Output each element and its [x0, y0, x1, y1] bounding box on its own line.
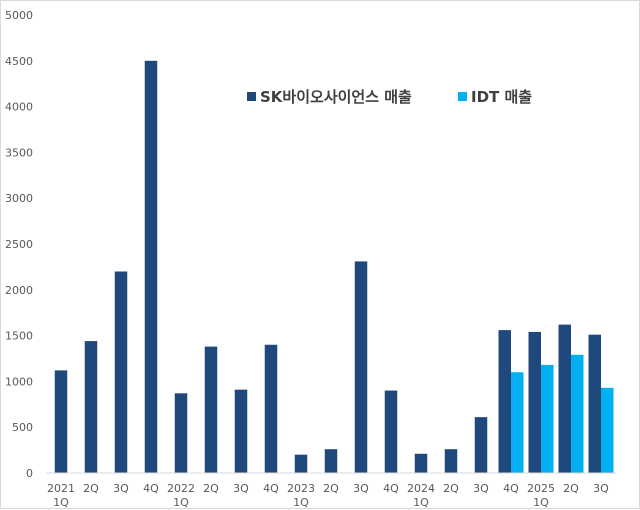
x-tick-label: 2Q [323, 482, 339, 495]
y-tick-label: 4500 [5, 55, 33, 68]
x-tick-label: 3Q [233, 482, 249, 495]
bar-sk [294, 454, 308, 473]
bar-sk [84, 341, 98, 473]
bar-sk [114, 271, 128, 473]
bar-sk [528, 331, 541, 473]
bar-sk [558, 324, 571, 473]
bar-sk [204, 346, 218, 473]
x-tick-label: 2Q [443, 482, 459, 495]
y-tick-label: 500 [12, 421, 33, 434]
x-tick-label: 2025 1Q [527, 482, 555, 509]
bar-sk [384, 390, 398, 473]
bar-sk [414, 453, 428, 473]
bar-idt [541, 364, 554, 473]
x-tick-label: 2Q [563, 482, 579, 495]
y-tick-label: 5000 [5, 9, 33, 22]
bar-sk [588, 334, 601, 473]
legend-label-idt: IDT 매출 [471, 88, 532, 106]
x-tick-label: 3Q [473, 482, 489, 495]
y-axis-ticks: 0 500 1000 1500 2000 2500 3000 3500 4000 4500 5000 [5, 9, 33, 480]
bar-sk [498, 330, 511, 473]
bar-sk [474, 417, 488, 473]
bar-idt [601, 387, 614, 473]
bar-idt [571, 354, 584, 473]
x-tick-label: 2024 1Q [407, 482, 435, 509]
bar-sk [144, 60, 158, 474]
x-axis-ticks: 2021 1Q 2Q 3Q 4Q 2022 1Q 2Q 3Q 4Q 2023 1Q 2Q 3Q 4Q 2024… [47, 482, 609, 509]
x-tick-label: 2021 1Q [47, 482, 75, 509]
y-tick-label: 3000 [5, 192, 33, 205]
x-tick-label: 4Q [143, 482, 159, 495]
y-tick-label: 1500 [5, 330, 33, 343]
y-tick-label: 2500 [5, 238, 33, 251]
x-tick-label: 2022 1Q [167, 482, 195, 509]
bar-sk [354, 261, 368, 473]
x-tick-label: 3Q [593, 482, 609, 495]
x-tick-label: 2Q [83, 482, 99, 495]
y-tick-label: 3500 [5, 146, 33, 159]
bars [54, 60, 614, 474]
legend-swatch-sk [247, 92, 256, 101]
bar-sk [54, 370, 68, 473]
bar-idt [511, 372, 524, 473]
bar-sk [174, 393, 188, 473]
legend-label-sk: SK바이오사이언스 매출 [260, 88, 412, 106]
x-tick-label: 2023 1Q [287, 482, 315, 509]
bar-sk [324, 449, 338, 473]
y-tick-label: 1000 [5, 375, 33, 388]
x-tick-label: 3Q [353, 482, 369, 495]
bar-sk [234, 389, 248, 473]
y-tick-label: 2000 [5, 284, 33, 297]
x-tick-label: 3Q [113, 482, 129, 495]
legend: SK바이오사이언스 매출 IDT 매출 [247, 88, 532, 106]
y-tick-label: 4000 [5, 101, 33, 114]
legend-swatch-idt [458, 92, 467, 101]
x-tick-label: 4Q [263, 482, 279, 495]
bar-sk [444, 449, 458, 473]
y-tick-label: 0 [26, 467, 33, 480]
x-tick-label: 4Q [503, 482, 519, 495]
bar-sk [264, 344, 278, 473]
x-tick-label: 2Q [203, 482, 219, 495]
x-tick-label: 4Q [383, 482, 399, 495]
